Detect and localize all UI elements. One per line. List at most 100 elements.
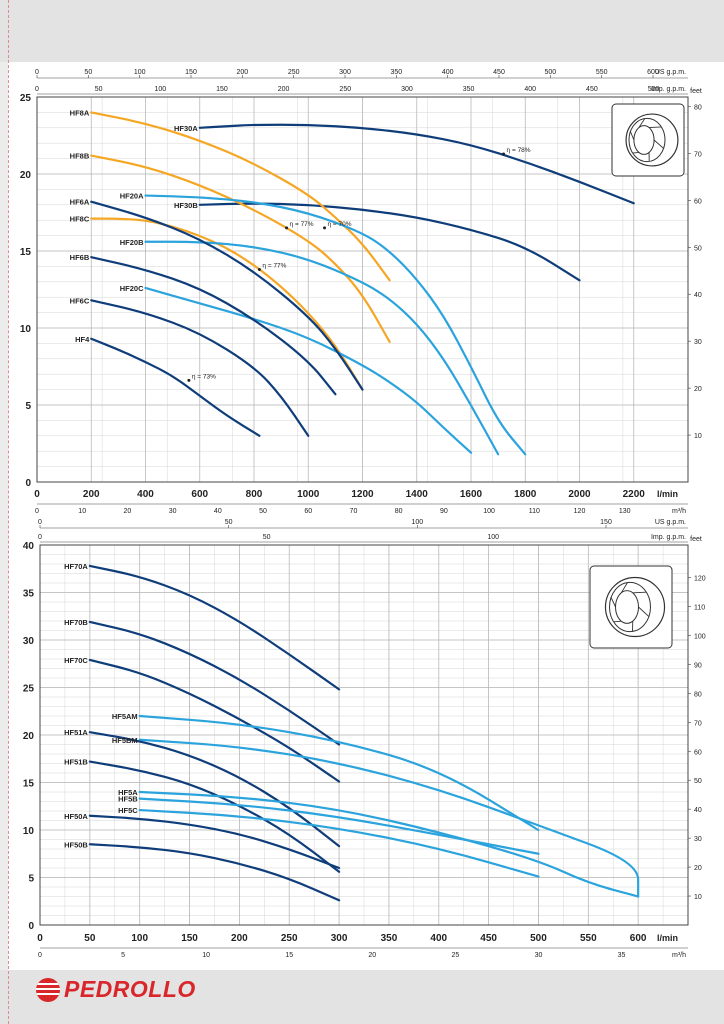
top-axis-1-label: US g.p.m. [655, 519, 686, 526]
y-right-tick-label: 100 [694, 633, 706, 640]
efficiency-label: η = 77% [290, 221, 314, 228]
curve-hf5b [138, 797, 540, 855]
top-axis-2-tick-label: 0 [38, 534, 42, 541]
bottom-axis-2-tick-label: 40 [214, 508, 222, 515]
x-tick-label: 400 [137, 489, 154, 500]
plot-frame [36, 96, 689, 483]
series-label-hf4: HF4 [75, 335, 90, 344]
top-axis-1-tick-label: 500 [544, 69, 556, 76]
bottom-axis-2-tick-label: 30 [535, 952, 543, 959]
curve-hf70a [88, 564, 341, 691]
impeller-vane [620, 582, 628, 594]
curve-hf4 [90, 337, 261, 437]
y-right-tick-label: 70 [694, 151, 702, 158]
page-footer-band [0, 970, 724, 1024]
y-tick-label: 5 [28, 874, 34, 885]
top-axis-2-tick-label: 400 [524, 86, 536, 93]
impeller-outer-ring [625, 113, 679, 167]
top-axis-1-tick-label: 350 [390, 69, 402, 76]
top-axis-1-tick-label: 200 [236, 69, 248, 76]
top-axis-2-tick-label: 50 [263, 534, 271, 541]
series-label-hf50a: HF50A [64, 812, 88, 821]
bottom-axis-2-tick-label: 50 [259, 508, 267, 515]
top-axis-2-tick-label: 450 [586, 86, 598, 93]
pedrollo-logo-mark [36, 977, 60, 1002]
curve-hf8a [90, 111, 391, 282]
pump-impeller-drawing [589, 565, 673, 649]
x-unit-label: l/min [657, 489, 678, 499]
top-axis-2-tick-label: 500 [648, 86, 660, 93]
top-axis-1-tick-label: 450 [493, 69, 505, 76]
x-tick-label: 50 [84, 933, 96, 944]
series-label-hf70c: HF70C [64, 656, 88, 665]
top-axis-2-label: Imp. g.p.m. [651, 534, 686, 541]
series-label-hf20b: HF20B [120, 238, 144, 247]
curve-hf20c [144, 286, 473, 454]
bottom-axis-2-tick-label: 0 [38, 952, 42, 959]
bottom-axis-2-tick-label: 30 [169, 508, 177, 515]
top-axis-2-tick-label: 300 [401, 86, 413, 93]
curve-hf70c [88, 658, 341, 783]
y-right-tick-label: 80 [694, 691, 702, 698]
y-right-tick-label: 50 [694, 778, 702, 785]
series-label-hf8c: HF8C [70, 215, 90, 224]
bottom-axis-2-tick-label: 130 [619, 508, 631, 515]
impeller-outer-ring [604, 576, 666, 638]
y-right-tick-label: 80 [694, 104, 702, 111]
top-axis-2-tick-label: 0 [35, 86, 39, 93]
x-tick-label: 200 [231, 933, 248, 944]
curve-hf20b [144, 240, 500, 456]
series-label-hf8b: HF8B [70, 152, 90, 161]
series-label-hf5bm: HF5BM [112, 736, 138, 745]
efficiency-marker [323, 226, 327, 230]
impeller-rim [628, 117, 666, 163]
curve-hf8b [90, 154, 391, 343]
y-right-tick-label: 60 [694, 198, 702, 205]
y-right-label: feet [690, 536, 702, 543]
y-right-tick-label: 60 [694, 749, 702, 756]
x-tick-label: 1000 [297, 489, 320, 500]
y-right-tick-label: 50 [694, 245, 702, 252]
impeller-vane [630, 131, 635, 141]
bottom-axis-2-tick-label: 35 [618, 952, 626, 959]
top-axis-1-tick-label: 0 [35, 69, 39, 76]
x-tick-label: 1600 [460, 489, 483, 500]
curve-hf5am [138, 714, 540, 832]
x-tick-label: 250 [281, 933, 298, 944]
y-tick-label: 25 [23, 684, 35, 695]
y-right-label: feet [690, 88, 702, 95]
x-tick-label: 1200 [351, 489, 374, 500]
x-tick-label: 350 [381, 933, 398, 944]
series-label-hf50b: HF50B [64, 840, 88, 849]
top-axis-1-tick-label: 600 [647, 69, 659, 76]
curve-hf51a [88, 731, 341, 848]
y-tick-label: 20 [23, 731, 35, 742]
y-right-tick-label: 20 [694, 865, 702, 872]
top-axis-2-tick-label: 100 [154, 86, 166, 93]
x-unit-label: l/min [657, 933, 678, 943]
y-right-tick-label: 70 [694, 720, 702, 727]
bottom-axis-2-tick-label: 10 [202, 952, 210, 959]
y-tick-label: 0 [25, 478, 31, 489]
x-tick-label: 800 [246, 489, 263, 500]
x-tick-label: 1800 [514, 489, 537, 500]
curve-hf70b [88, 620, 341, 746]
y-tick-label: 5 [25, 401, 31, 412]
y-tick-label: 25 [20, 93, 32, 104]
x-tick-label: 450 [480, 933, 497, 944]
top-axis-1-tick-label: 300 [339, 69, 351, 76]
y-right-tick-label: 20 [694, 386, 702, 393]
series-label-hf70a: HF70A [64, 562, 88, 571]
top-axis-2-tick-label: 250 [339, 86, 351, 93]
top-axis-2-tick-label: 200 [278, 86, 290, 93]
top-axis-1-tick-label: 550 [596, 69, 608, 76]
impeller-frame [611, 103, 685, 177]
series-label-hf51a: HF51A [64, 728, 88, 737]
y-tick-label: 20 [20, 170, 32, 181]
efficiency-label: η = 73% [192, 373, 216, 380]
series-label-hf5c: HF5C [118, 806, 138, 815]
impeller-vane [632, 591, 647, 594]
efficiency-marker [187, 378, 191, 382]
top-axis-2-tick-label: 100 [487, 534, 499, 541]
impeller-vane [638, 118, 646, 128]
